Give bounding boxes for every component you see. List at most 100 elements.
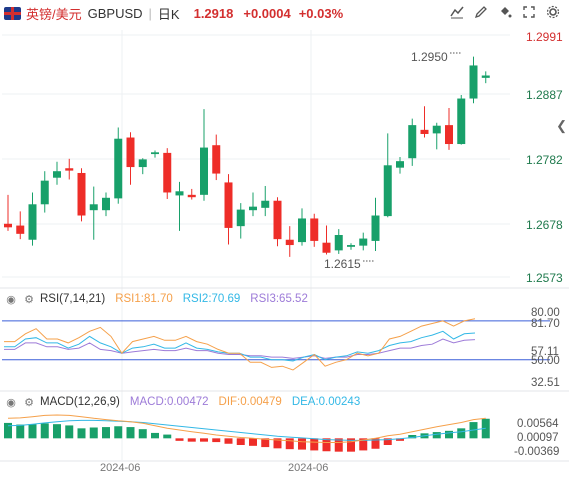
macd-bar: [445, 430, 453, 439]
visibility-eye-icon[interactable]: ◉: [6, 396, 16, 409]
macd-bar: [347, 438, 355, 452]
rsi-legend: ◉ ⚙ RSI(7,14,21) RSI1:81.70 RSI2:70.69 R…: [0, 291, 308, 307]
macd-bar: [28, 424, 37, 439]
macd-bar: [187, 438, 196, 442]
rsi-axis-57: 57.11: [531, 346, 559, 358]
macd-bar: [175, 438, 184, 441]
candle-body: [53, 171, 61, 178]
candle-body: [126, 137, 135, 168]
rsi-axis-80: 80.00: [531, 307, 560, 319]
candle-body: [77, 172, 86, 216]
macd-bar: [224, 438, 233, 444]
macd-bar: [261, 438, 270, 448]
rsi-axis-low: 32.51: [531, 377, 560, 389]
macd-bar: [102, 427, 110, 439]
candle-body: [322, 242, 331, 253]
macd-bar: [457, 428, 466, 439]
visibility-eye-icon[interactable]: ◉: [6, 293, 16, 306]
candle-body: [224, 182, 233, 228]
rsi1-value: RSI1:81.70: [115, 293, 173, 305]
pair-name[interactable]: 英镑/美元: [26, 6, 82, 22]
chart-type-icon[interactable]: [449, 5, 465, 21]
candle-body: [334, 235, 343, 251]
low-annotation: 1.2615: [324, 257, 361, 271]
axis-label-1: 1.2887: [526, 88, 563, 102]
candle-body: [249, 206, 257, 211]
fill-icon[interactable]: [497, 5, 513, 21]
macd-bar: [298, 438, 306, 450]
macd-value: MACD:0.00472: [129, 396, 209, 408]
dea-line: [7, 419, 486, 441]
candle-body: [89, 204, 98, 211]
price-change-percent: +0.03%: [298, 5, 344, 21]
indicator-settings-icon[interactable]: ⚙: [24, 396, 34, 409]
candle-body: [28, 204, 37, 240]
chart-header: 英镑/美元 GBPUSD | 日K 1.2918 +0.0004 +0.03%: [0, 0, 569, 26]
candle-body: [65, 168, 74, 171]
candle-body: [396, 161, 404, 168]
draw-icon[interactable]: [473, 5, 489, 21]
fullscreen-icon[interactable]: [521, 5, 537, 21]
candle-body: [102, 197, 110, 211]
macd-bar: [371, 438, 380, 449]
candle-body: [408, 125, 417, 159]
candle-body: [200, 147, 208, 195]
macd-name[interactable]: MACD(12,26,9): [40, 396, 120, 408]
candle-body: [261, 200, 270, 208]
interval-selector[interactable]: 日K: [157, 6, 180, 22]
candle-body: [273, 200, 282, 240]
candle-body: [481, 75, 490, 78]
axis-label-3: 1.2678: [526, 218, 563, 232]
candle-body: [359, 238, 368, 246]
macd-bar: [310, 438, 319, 451]
macd-bar: [334, 438, 343, 452]
macd-bar: [273, 438, 282, 449]
candle-body: [16, 225, 25, 234]
candle-body: [457, 98, 466, 145]
macd-bar: [126, 427, 135, 439]
rsi3-line: [4, 338, 476, 359]
dif-line: [7, 414, 486, 443]
macd-bar: [383, 438, 392, 445]
rsi-series: [2, 318, 550, 371]
macd-axis-top: 0.00564: [517, 418, 559, 430]
macd-axis-low: -0.00369: [514, 446, 559, 458]
candle-body: [371, 215, 380, 241]
macd-bar: [200, 438, 208, 442]
macd-bar: [16, 424, 25, 439]
high-annotation: 1.2950: [411, 50, 448, 64]
candle-body: [469, 65, 478, 99]
macd-bar: [114, 426, 123, 439]
macd-bar: [432, 432, 441, 439]
symbol-code: GBPUSD: [87, 5, 143, 21]
candle-body: [4, 223, 12, 228]
macd-bar: [65, 425, 74, 439]
last-price: 1.2918: [193, 5, 234, 21]
candle-body: [163, 152, 172, 193]
axis-label-4: 1.2573: [526, 271, 563, 285]
collapse-panel-icon[interactable]: ❮: [556, 118, 567, 133]
macd-series: [4, 414, 490, 452]
candle-body: [445, 125, 453, 145]
candle-body: [420, 129, 429, 134]
rsi3-value: RSI3:65.52: [250, 293, 308, 305]
indicator-settings-icon[interactable]: ⚙: [24, 293, 34, 306]
rsi-name[interactable]: RSI(7,14,21): [40, 293, 106, 305]
candle-body: [138, 159, 147, 168]
dif-value: DIF:0.00479: [218, 396, 282, 408]
date-label-2: 2024-06: [288, 462, 328, 474]
rsi1-line: [4, 318, 476, 371]
macd-bar: [53, 424, 61, 439]
candle-body: [347, 245, 355, 247]
toolbar: [449, 5, 561, 21]
candle-body: [212, 145, 221, 174]
rsi2-value: RSI2:70.69: [182, 293, 241, 305]
candle-body: [310, 218, 319, 241]
candle-body: [187, 194, 196, 198]
candle-body: [151, 152, 159, 155]
macd-legend: ◉ ⚙ MACD(12,26,9) MACD:0.00472 DIF:0.004…: [0, 394, 360, 410]
settings-icon[interactable]: [545, 5, 561, 21]
candle-body: [298, 218, 306, 243]
uk-flag-icon: [4, 6, 21, 20]
